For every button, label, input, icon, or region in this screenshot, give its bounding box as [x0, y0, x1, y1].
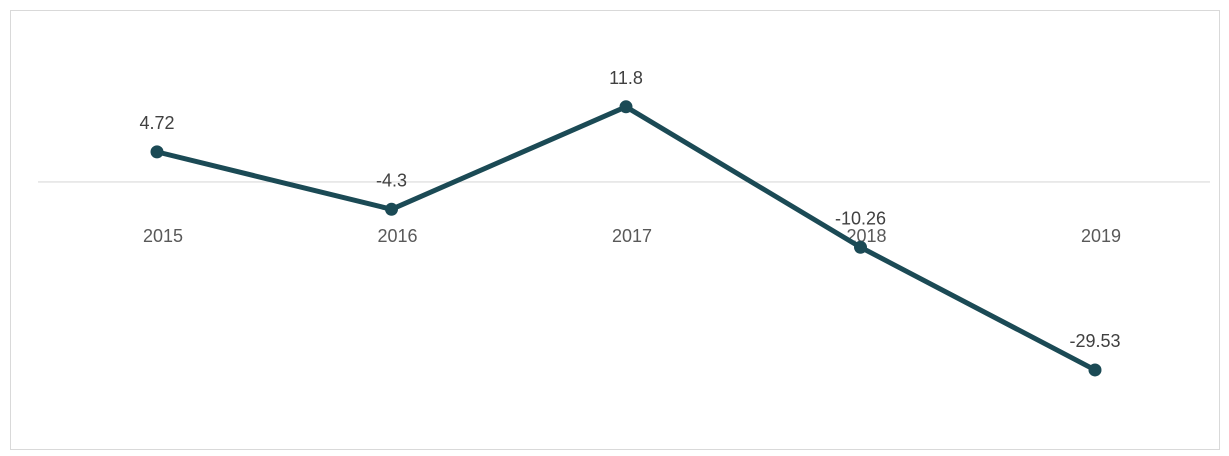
x-tick-label-2016: 2016	[377, 226, 417, 246]
data-markers	[150, 100, 1102, 377]
data-point-2017	[619, 100, 633, 114]
x-axis-ticks: 2015 2016 2017 2018 2019	[143, 226, 1121, 246]
data-point-2015	[150, 145, 164, 159]
data-label-2018: -10.26	[835, 208, 886, 228]
x-tick-label-2015: 2015	[143, 226, 183, 246]
chart-frame	[10, 10, 1220, 450]
x-tick-label-2017: 2017	[612, 226, 652, 246]
data-label-2015: 4.72	[139, 113, 174, 133]
data-labels: 4.72 -4.3 11.8 -10.26 -29.53	[139, 68, 1120, 351]
data-point-2019	[1088, 363, 1102, 377]
data-label-2017: 11.8	[609, 68, 643, 88]
data-label-2019: -29.53	[1069, 331, 1120, 351]
x-tick-label-2019: 2019	[1081, 226, 1121, 246]
data-point-2016	[385, 202, 398, 216]
x-tick-label-2018: 2018	[846, 226, 886, 246]
data-label-2016: -4.3	[376, 170, 407, 190]
data-point-2018	[854, 240, 867, 254]
